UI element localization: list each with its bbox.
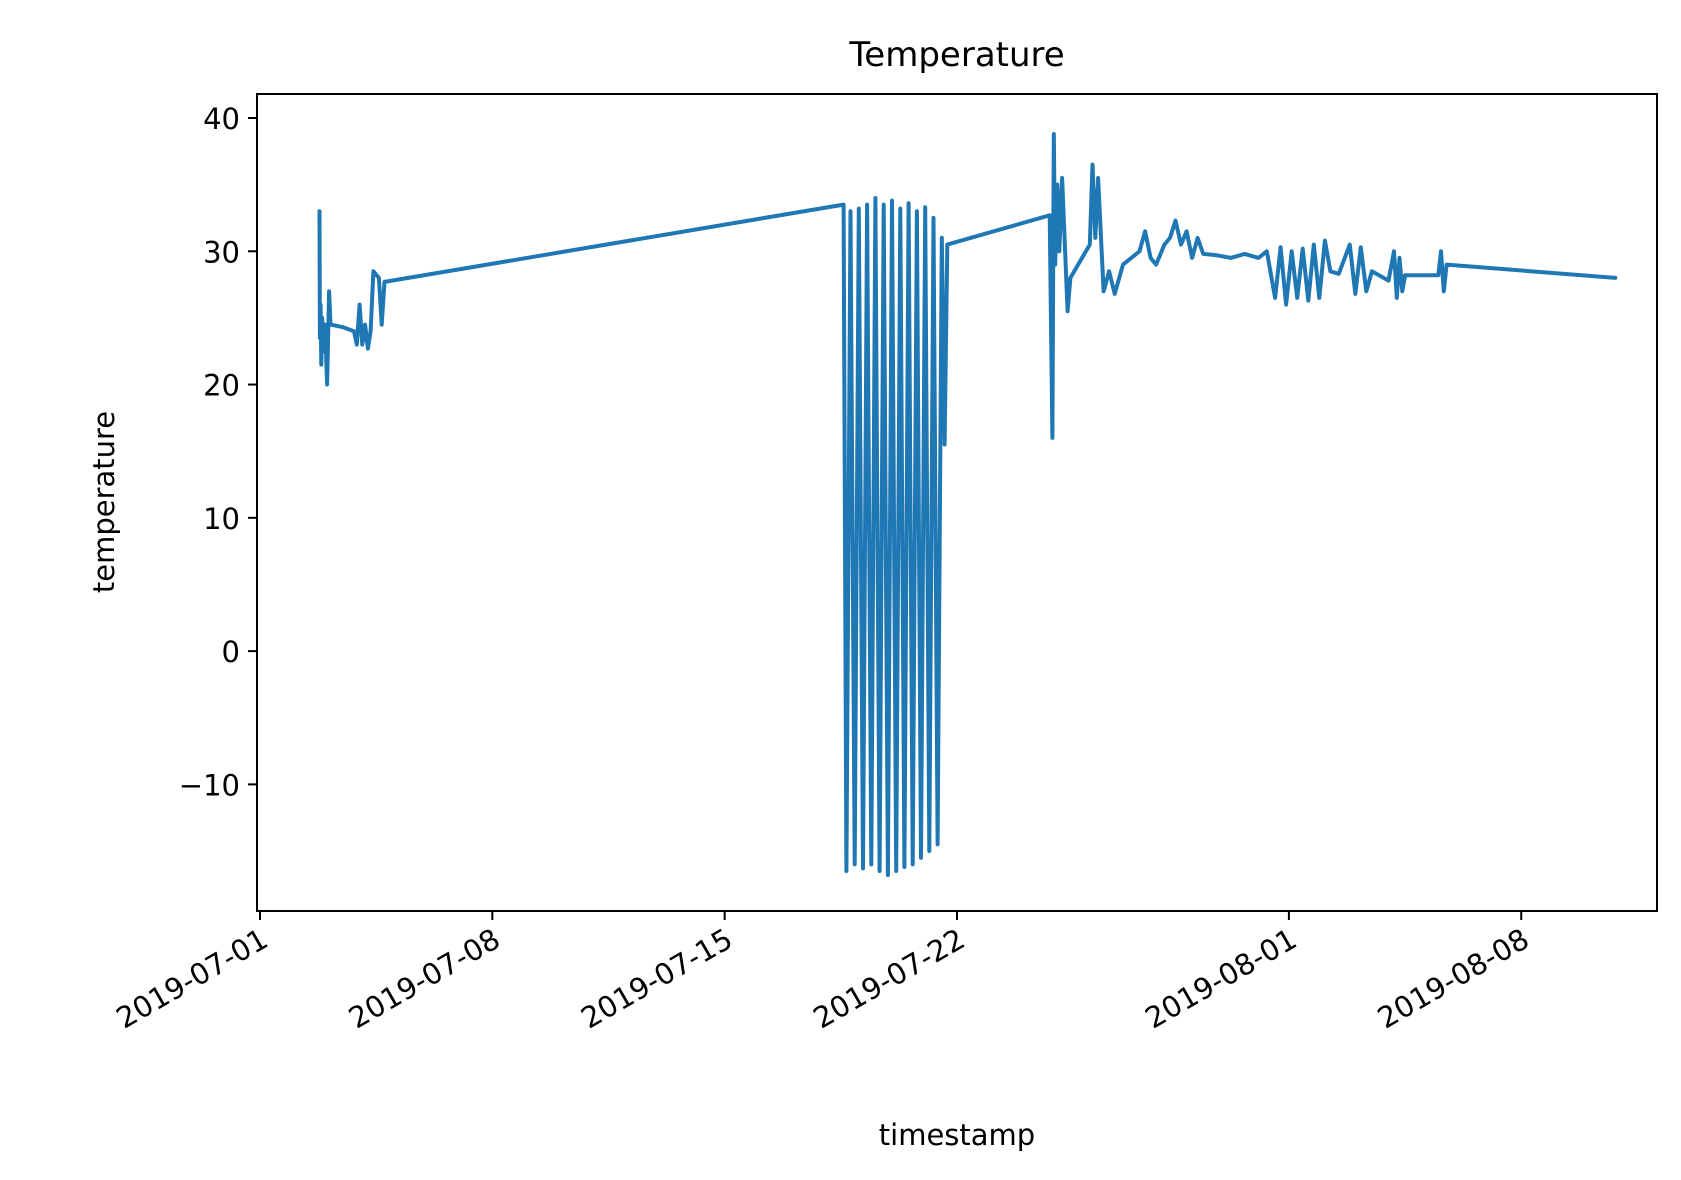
chart-title: Temperature (848, 35, 1064, 75)
y-axis-label: temperature (87, 411, 121, 593)
y-axis: −10 0 10 20 30 40 (179, 102, 257, 802)
series-layer (317, 132, 1618, 877)
y-tick-label: 40 (203, 102, 240, 136)
y-tick-label: 30 (203, 235, 240, 269)
y-tick-label: 0 (222, 635, 240, 669)
y-tick-label: 20 (203, 369, 240, 403)
x-axis-label: timestamp (879, 1118, 1035, 1152)
y-tick-label: −10 (179, 768, 240, 802)
y-tick-label: 10 (203, 502, 240, 536)
series-line-0 (317, 132, 1618, 877)
